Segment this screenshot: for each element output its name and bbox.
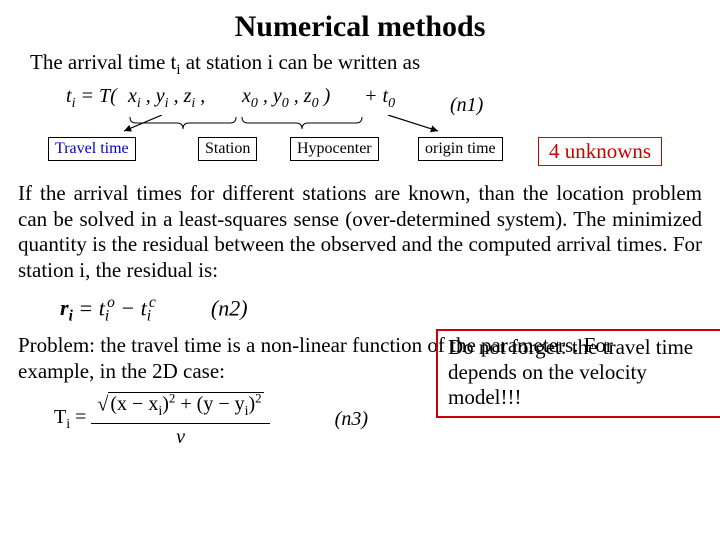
page-title: Numerical methods bbox=[18, 10, 702, 44]
eq1-hypo-args: x0 , y0 , z0 ) bbox=[242, 85, 330, 112]
braces-svg bbox=[66, 115, 486, 137]
intro-text: The arrival time ti at station i can be … bbox=[30, 50, 702, 79]
eq3-denominator: v bbox=[91, 424, 269, 449]
label-travel-time: Travel time bbox=[48, 137, 136, 161]
problem-section: Problem: the travel time is a non-linear… bbox=[18, 333, 702, 449]
problem-line2: example, in the 2D case: bbox=[18, 359, 415, 385]
eq3-label: (n3) bbox=[335, 408, 368, 431]
brace-row bbox=[66, 119, 702, 137]
eq1-lhs: ti = T( bbox=[66, 85, 117, 112]
eq1-plus-t0: + t0 bbox=[364, 85, 395, 112]
eq3-lhs: Ti = bbox=[54, 406, 86, 428]
label-unknowns: 4 unknowns bbox=[538, 137, 662, 166]
equation-n2: ri = tio − tic (n2) bbox=[60, 294, 702, 326]
label-hypocenter: Hypocenter bbox=[290, 137, 379, 161]
paragraph-1: If the arrival times for different stati… bbox=[18, 181, 702, 283]
equation-n1: ti = T( xi , yi , zi , x0 , y0 , z0 ) + … bbox=[66, 81, 702, 119]
note-box: Do not forget: the travel time depends o… bbox=[436, 329, 720, 417]
label-origin-time: origin time bbox=[418, 137, 503, 161]
label-station: Station bbox=[198, 137, 257, 161]
eq1-label: (n1) bbox=[450, 94, 483, 117]
eq1-station-args: xi , yi , zi , bbox=[128, 85, 205, 112]
labels-row: Travel time Station Hypocenter origin ti… bbox=[18, 137, 702, 169]
eq3-numerator: √(x − xi)2 + (y − yi)2 bbox=[91, 391, 269, 425]
